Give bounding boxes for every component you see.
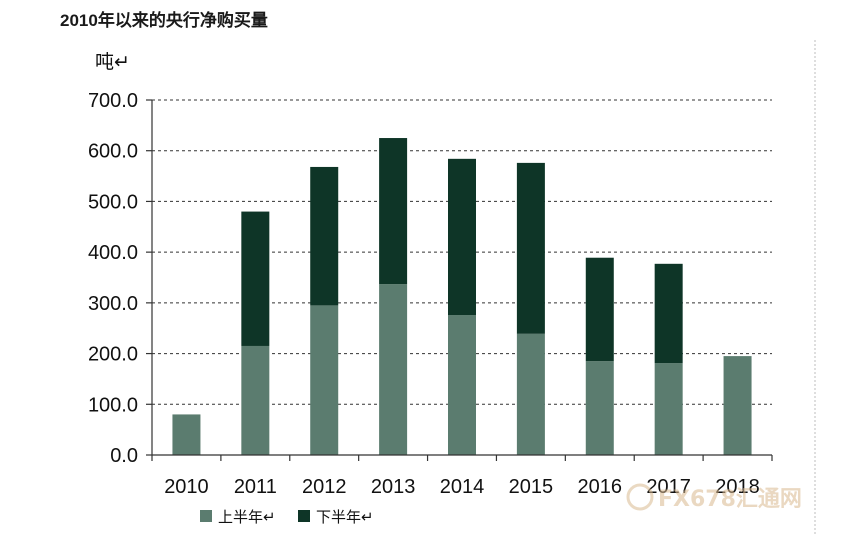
bar-h1-2018 bbox=[723, 356, 752, 455]
x-tick-label: 2010 bbox=[164, 476, 209, 498]
x-tick-label: 2011 bbox=[234, 476, 277, 498]
x-tick-label: 2012 bbox=[302, 476, 347, 498]
bar-h1-2017 bbox=[654, 363, 683, 455]
bar-h2-2014 bbox=[448, 158, 476, 316]
y-axis-unit-label: 吨↵ bbox=[95, 51, 130, 73]
bar-h1-2016 bbox=[585, 361, 614, 455]
bar-h1-2012 bbox=[310, 305, 339, 455]
bar-h1-2010 bbox=[172, 414, 201, 455]
x-tick-label: 2018 bbox=[715, 476, 760, 498]
y-tick-label: 100.0 bbox=[88, 394, 138, 416]
bar-h1-2015 bbox=[516, 333, 545, 455]
bar-h1-2013 bbox=[379, 284, 408, 455]
y-tick-label: 700.0 bbox=[88, 90, 138, 112]
y-tick-label: 0.0 bbox=[110, 445, 138, 467]
tick-labels: 0.0 100.0 200.0 300.0 400.0 500.0 600.0 700.0 20… bbox=[88, 90, 760, 498]
legend-swatch-h1 bbox=[200, 510, 212, 522]
bar-h2-2013 bbox=[379, 138, 408, 285]
bar-h2-2016 bbox=[585, 257, 614, 362]
bar-h2-2012 bbox=[310, 166, 339, 306]
x-tick-label: 2017 bbox=[646, 476, 691, 498]
x-tick-label: 2016 bbox=[578, 476, 623, 498]
bar-h2-2017 bbox=[654, 263, 683, 364]
bar-h2-2011 bbox=[241, 211, 270, 346]
bar-h2-2015 bbox=[516, 162, 545, 334]
bars bbox=[172, 138, 752, 455]
axes bbox=[146, 99, 773, 461]
y-tick-label: 500.0 bbox=[88, 191, 138, 213]
x-tick-label: 2013 bbox=[371, 476, 416, 498]
bar-h1-2014 bbox=[448, 315, 476, 455]
legend-label-h1: 上半年↵ bbox=[218, 509, 276, 526]
coin-logo-icon bbox=[626, 483, 654, 511]
legend-label-h2: 下半年↵ bbox=[316, 509, 374, 526]
y-tick-label: 600.0 bbox=[88, 141, 138, 163]
y-tick-label: 200.0 bbox=[88, 344, 138, 366]
y-tick-label: 300.0 bbox=[88, 293, 138, 315]
x-tick-label: 2014 bbox=[440, 476, 485, 498]
watermark: FX678汇通网 bbox=[626, 483, 802, 512]
chart-title: 2010年以来的央行净购买量 bbox=[60, 10, 268, 30]
y-tick-label: 400.0 bbox=[88, 242, 138, 264]
bar-h1-2011 bbox=[241, 345, 270, 455]
x-tick-label: 2015 bbox=[509, 476, 554, 498]
legend-swatch-h2 bbox=[298, 510, 310, 522]
watermark-text: FX678汇通网 bbox=[658, 487, 802, 512]
legend: 上半年↵ 下半年↵ bbox=[200, 509, 374, 526]
